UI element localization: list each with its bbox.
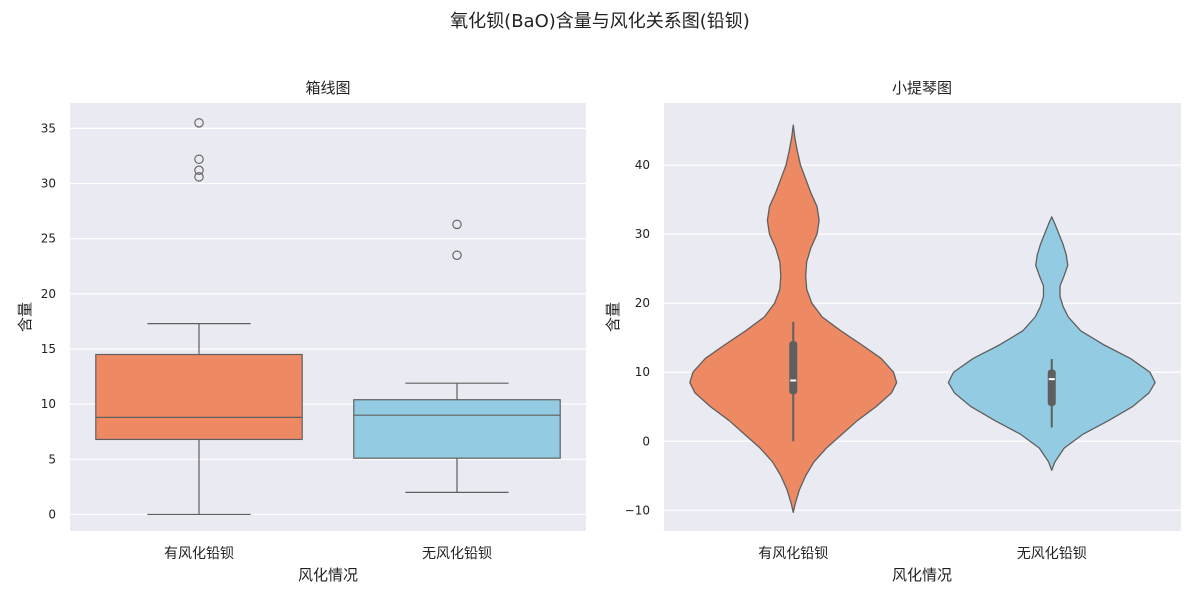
x-tick-label: 无风化铅钡 [1017,546,1087,562]
box [95,353,303,441]
y-tick-label: −10 [625,503,650,517]
plot-background [70,103,586,531]
y-tick-label: 10 [635,365,650,379]
violin-body [947,216,1156,471]
box-plot-xlabel: 风化情况 [298,566,358,584]
violin-plot-xlabel: 风化情况 [892,566,952,584]
outlier-point [194,165,204,176]
plot-background [664,103,1181,531]
box-plot-panel: 箱线图 风化情况 含量 0 5 10 15 20 25 30 35 有风化铅钡 无风化铅钡 [16,79,586,584]
y-tick-label: 10 [41,397,56,411]
violin-plot-ylabel: 含量 [604,302,622,332]
outlier-point [194,118,204,128]
violin-iqr-box [1047,369,1056,407]
outlier-point [194,172,204,182]
y-tick-label: 25 [41,232,56,246]
y-tick-label: 0 [48,507,56,521]
violin-plot-panel: 小提琴图 风化情况 含量 −10 0 10 20 30 40 有风化铅钡 无风化铅钡 [604,79,1181,584]
outlier-point [452,219,462,230]
y-tick-label: 20 [41,287,56,301]
y-tick-label: 0 [642,434,650,448]
y-tick-label: 5 [48,452,56,466]
y-tick-label: 30 [635,227,650,241]
x-tick-label: 有风化铅钡 [758,546,828,562]
y-tick-label: 15 [41,342,56,356]
violin-body [689,124,898,514]
y-tick-label: 30 [41,177,56,191]
figure-title: 氧化钡(BaO)含量与风化关系图(铅钡) [450,11,750,32]
outlier-point [194,154,204,165]
x-tick-label: 无风化铅钡 [422,546,492,562]
box [353,399,561,459]
y-tick-label: 40 [635,158,650,172]
y-tick-label: 35 [41,121,56,135]
outlier-point [452,250,462,260]
x-tick-label: 有风化铅钡 [164,546,234,562]
y-tick-label: 20 [635,296,650,310]
violin-iqr-box [789,341,798,395]
box-plot-title: 箱线图 [305,79,350,97]
box-plot-ylabel: 含量 [16,302,34,332]
violin-plot-title: 小提琴图 [892,79,952,97]
